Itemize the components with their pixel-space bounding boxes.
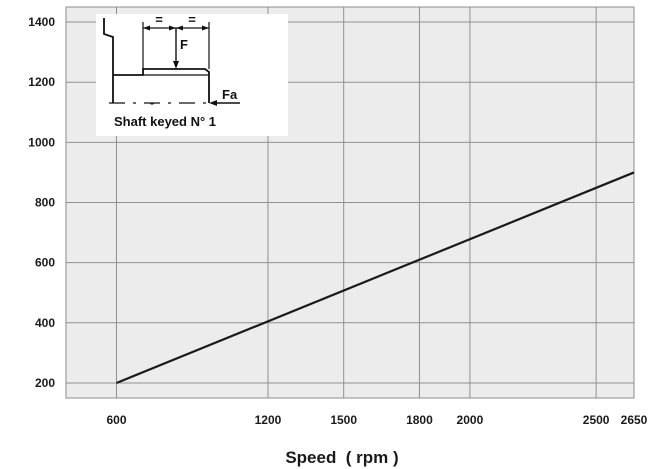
x-tick-label: 1500 (330, 413, 357, 427)
y-tick-label: 200 (35, 376, 55, 390)
y-tick-label: 1200 (28, 75, 55, 89)
y-tick-label: 400 (35, 316, 55, 330)
shaft-inset: = = F Fa - Shaft keyed N° 1 (96, 12, 288, 136)
grid-lines (66, 7, 634, 398)
series-line (116, 171, 635, 384)
axial-force-label: Fa (222, 87, 238, 102)
y-tick-label: 600 (35, 256, 55, 270)
force-label: F (180, 37, 188, 52)
x-tick-label: 1800 (406, 413, 433, 427)
x-tick-label: 600 (106, 413, 126, 427)
x-tick-labels: 600 1200 1500 1800 2000 2500 2650 (106, 413, 647, 427)
y-tick-label: 1000 (28, 135, 55, 149)
equal-sign-right: = (188, 12, 196, 27)
dim-arrow (202, 25, 209, 31)
y-tick-labels: 200 400 600 800 1000 1200 1400 (28, 15, 55, 390)
inset-caption: Shaft keyed N° 1 (114, 114, 216, 129)
dim-arrow (169, 25, 176, 31)
series-group (116, 171, 635, 384)
x-axis-label: Speed ( rpm ) (285, 448, 398, 467)
dim-arrow (143, 25, 150, 31)
equal-sign-left: = (155, 12, 163, 27)
x-tick-label: 2500 (583, 413, 610, 427)
shaft-shoulder (103, 18, 114, 103)
plot-frame (65, 6, 635, 399)
x-tick-label: 2000 (457, 413, 484, 427)
inset-dash: - (150, 96, 154, 110)
x-tick-label: 2650 (621, 413, 648, 427)
dim-arrow (176, 25, 183, 31)
shaft-body (113, 68, 210, 103)
force-arrow-icon (173, 61, 179, 69)
x-tick-label: 1200 (255, 413, 282, 427)
y-tick-label: 1400 (28, 15, 55, 29)
axial-arrow-icon (209, 100, 217, 106)
y-tick-label: 800 (35, 196, 55, 210)
